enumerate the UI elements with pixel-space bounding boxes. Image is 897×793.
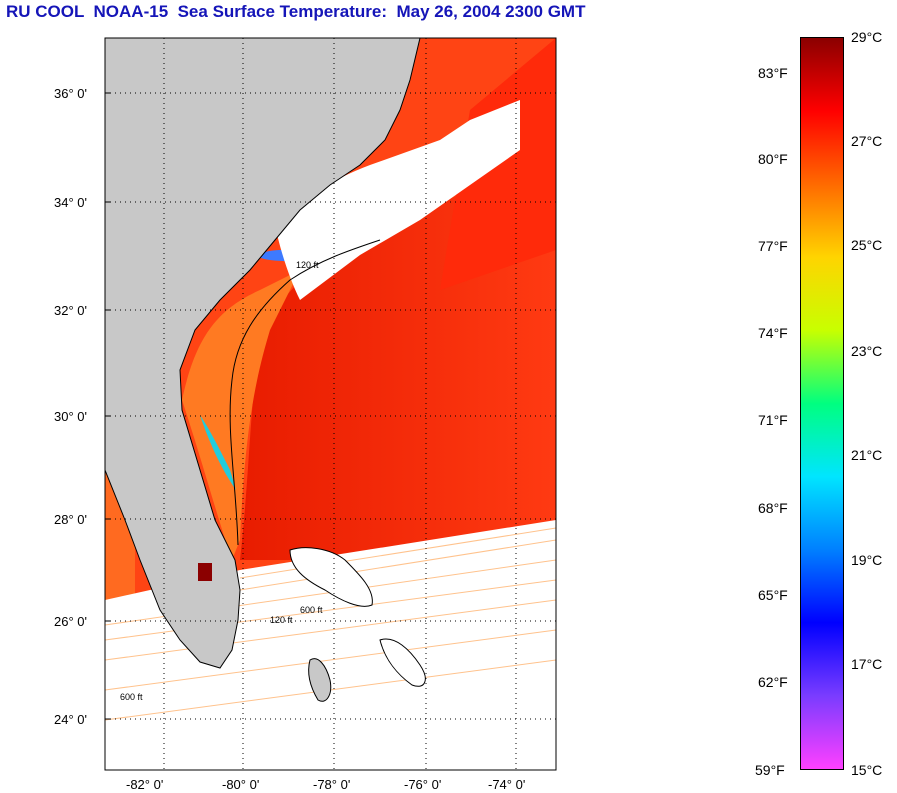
contour-label: 600 ft <box>300 605 323 615</box>
lat-label: 36° 0' <box>54 86 87 101</box>
celsius-label: 15°C <box>851 762 883 778</box>
lat-label: 26° 0' <box>54 614 87 629</box>
fahrenheit-label: 83°F <box>758 65 788 81</box>
fahrenheit-label: 62°F <box>758 674 788 690</box>
fahrenheit-label: 59°F <box>755 762 785 778</box>
lon-label: -76° 0' <box>404 777 441 792</box>
lon-label: -82° 0' <box>126 777 163 792</box>
fahrenheit-label: 77°F <box>758 238 788 254</box>
lon-label: -78° 0' <box>313 777 350 792</box>
lake-okeechobee <box>198 563 212 581</box>
colorbar-gradient <box>801 38 843 769</box>
map-frame <box>104 37 557 771</box>
map-title: RU COOL NOAA-15 Sea Surface Temperature:… <box>6 2 586 21</box>
fahrenheit-label: 71°F <box>758 412 788 428</box>
celsius-label: 27°C <box>851 133 883 149</box>
shelf-water <box>182 270 300 560</box>
celsius-label: 17°C <box>851 656 883 672</box>
fahrenheit-label: 74°F <box>758 325 788 341</box>
lon-label: -80° 0' <box>222 777 259 792</box>
cloud-mask-north <box>275 100 520 300</box>
bahamas-bank <box>289 547 373 607</box>
andros-island <box>308 658 332 702</box>
celsius-label: 19°C <box>851 552 883 568</box>
lat-label: 34° 0' <box>54 195 87 210</box>
bahamas-shoal <box>379 638 426 687</box>
celsius-label: 21°C <box>851 447 883 463</box>
contour-label: 600 ft <box>120 692 143 702</box>
contour-label: 120 ft <box>270 615 293 625</box>
colorbar-frame <box>800 37 844 770</box>
contour-label: 120 ft <box>296 260 319 270</box>
axis-ticks <box>105 92 111 720</box>
celsius-label: 29°C <box>851 29 883 45</box>
lat-label: 32° 0' <box>54 303 87 318</box>
celsius-label: 23°C <box>851 343 883 359</box>
cool-coastal-streak <box>200 415 236 490</box>
fahrenheit-label: 68°F <box>758 500 788 516</box>
lat-label: 24° 0' <box>54 712 87 727</box>
graticule <box>105 38 556 770</box>
celsius-label: 25°C <box>851 237 883 253</box>
land-mass <box>105 38 421 669</box>
lat-label: 30° 0' <box>54 409 87 424</box>
lat-label: 28° 0' <box>54 512 87 527</box>
lon-label: -74° 0' <box>488 777 525 792</box>
fahrenheit-label: 80°F <box>758 151 788 167</box>
fahrenheit-label: 65°F <box>758 587 788 603</box>
